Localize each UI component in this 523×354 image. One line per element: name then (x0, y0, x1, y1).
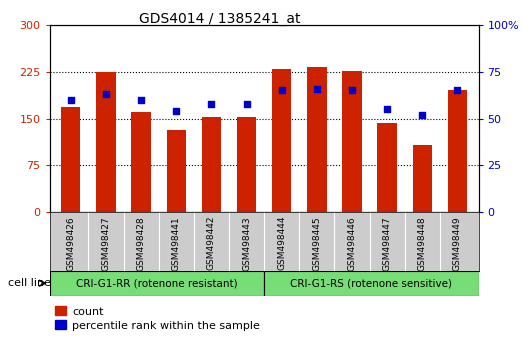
Text: GSM498426: GSM498426 (66, 216, 75, 270)
Point (66, 97, 75, 103)
Text: GSM498428: GSM498428 (137, 216, 145, 270)
Point (207, 101, 215, 107)
Text: CRI-G1-RS (rotenone sensitive): CRI-G1-RS (rotenone sensitive) (290, 278, 452, 288)
Text: GSM498446: GSM498446 (347, 216, 357, 270)
Bar (378, 123, 397, 212)
Bar (202, 117, 221, 212)
Point (453, 87, 462, 93)
Point (172, 108, 180, 114)
Text: cell line: cell line (8, 278, 51, 288)
Text: GSM498445: GSM498445 (312, 216, 321, 270)
Text: GSM498444: GSM498444 (277, 216, 286, 270)
Text: GSM498448: GSM498448 (418, 216, 427, 270)
Bar (264, 271, 479, 296)
Bar (413, 145, 432, 212)
Bar (50, 271, 264, 296)
Bar (272, 69, 291, 212)
Bar (343, 71, 362, 212)
Text: GSM498449: GSM498449 (453, 216, 462, 270)
Text: CRI-G1-RR (rotenone resistant): CRI-G1-RR (rotenone resistant) (76, 278, 238, 288)
Point (348, 87, 356, 93)
Text: GSM498427: GSM498427 (101, 216, 110, 270)
Text: GSM498443: GSM498443 (242, 216, 251, 270)
Legend: count, percentile rank within the sample: count, percentile rank within the sample (55, 307, 260, 331)
Point (137, 97, 145, 103)
Text: GDS4014 / 1385241_at: GDS4014 / 1385241_at (139, 12, 300, 27)
Point (102, 91, 110, 97)
Text: GSM498442: GSM498442 (207, 216, 216, 270)
Text: GSM498447: GSM498447 (383, 216, 392, 270)
Bar (131, 112, 151, 212)
Point (313, 86, 321, 91)
Point (278, 87, 286, 93)
Bar (237, 117, 256, 212)
Bar (166, 130, 186, 212)
Bar (96, 72, 116, 212)
Bar (307, 67, 326, 212)
Point (383, 106, 391, 112)
Bar (61, 107, 81, 212)
Bar (448, 90, 467, 212)
Point (418, 112, 426, 118)
Text: GSM498441: GSM498441 (172, 216, 181, 270)
Point (242, 101, 251, 107)
